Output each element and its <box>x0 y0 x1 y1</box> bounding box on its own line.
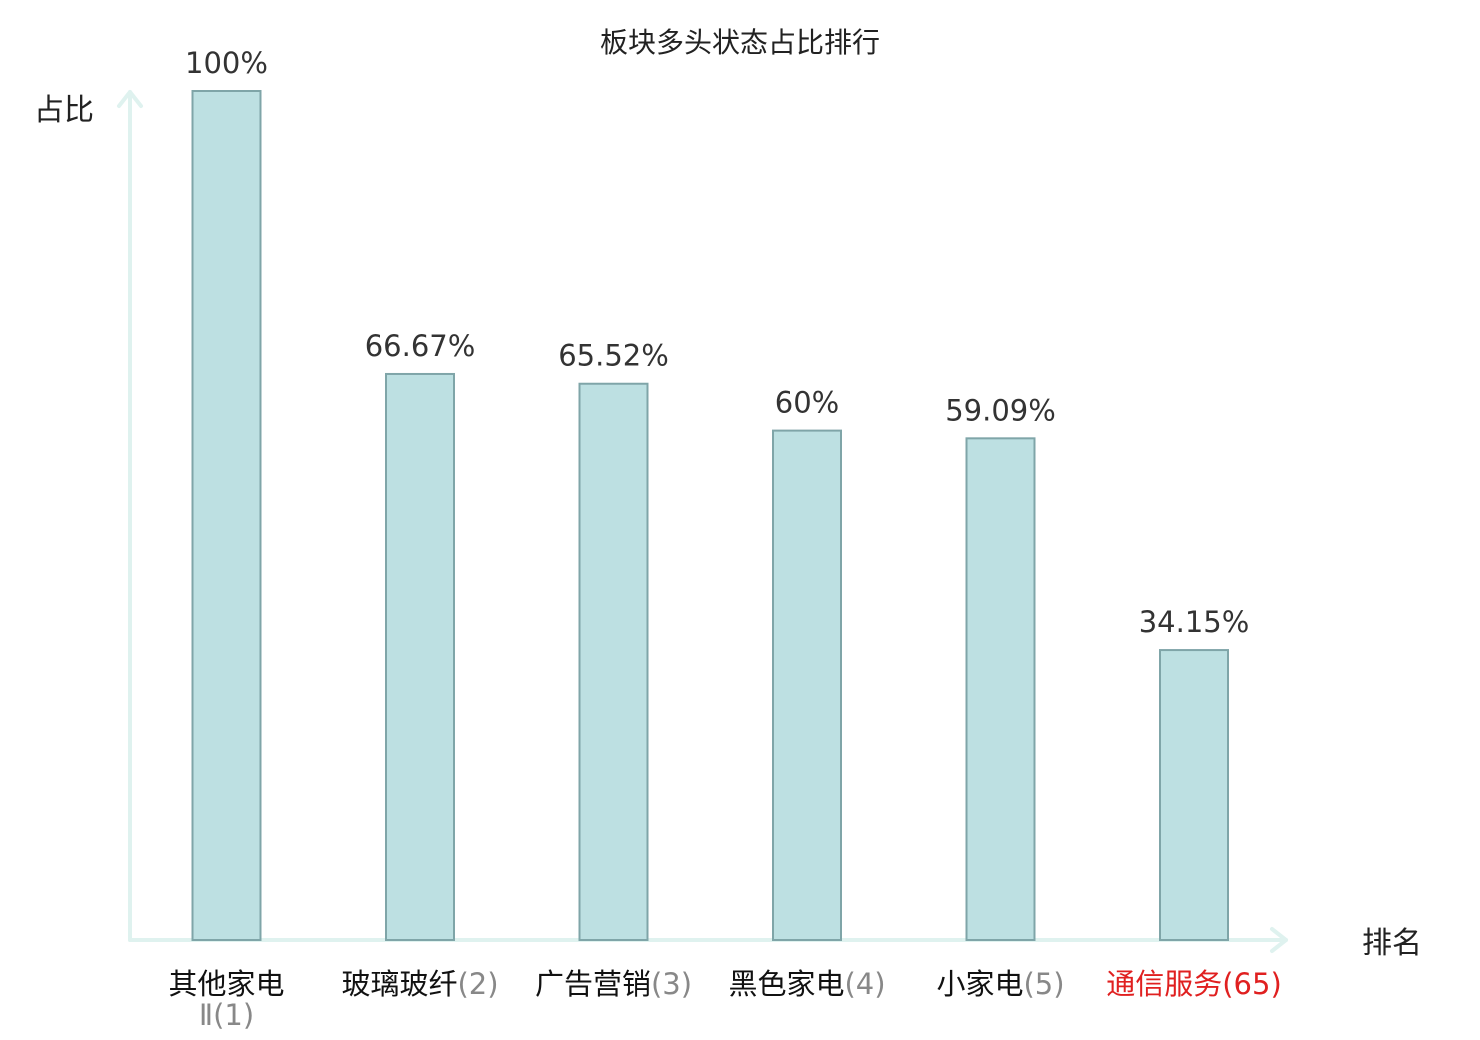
category-rank: Ⅱ(1) <box>199 998 254 1032</box>
category-name: 其他家电 <box>168 967 284 1001</box>
category-rank: (5) <box>1023 967 1064 1001</box>
category-name: 通信服务 <box>1106 967 1222 1001</box>
x-tick-label: 广告营销(3) <box>535 967 692 1001</box>
data-label: 100% <box>185 46 268 80</box>
y-axis-label: 占比 <box>34 93 94 128</box>
data-label: 34.15% <box>1139 605 1250 639</box>
x-tick-label: 通信服务(65) <box>1106 967 1282 1001</box>
x-axis-label: 排名 <box>1362 926 1422 961</box>
x-axis <box>128 927 1288 953</box>
bar <box>1159 649 1229 942</box>
category-rank: (2) <box>457 967 498 1001</box>
bar <box>385 372 455 942</box>
chart-title: 板块多头状态占比排行 <box>600 26 880 59</box>
data-label: 59.09% <box>945 393 1056 427</box>
category-rank: (4) <box>844 967 885 1001</box>
category-name: 小家电 <box>936 967 1023 1001</box>
category-name: 玻璃玻纤 <box>341 967 457 1001</box>
category-rank: (65) <box>1222 967 1282 1001</box>
bar <box>965 437 1036 941</box>
x-tick-label: 黑色家电(4) <box>728 967 885 1001</box>
category-rank: (3) <box>651 967 692 1001</box>
category-name: 广告营销 <box>535 967 651 1001</box>
category-name: 黑色家电 <box>728 967 844 1001</box>
bar <box>191 90 262 941</box>
data-label: 60% <box>775 386 839 420</box>
x-tick-label: 其他家电 <box>168 967 284 1001</box>
y-axis <box>117 90 143 942</box>
bar-series <box>191 90 1229 942</box>
data-label: 66.67% <box>365 329 476 363</box>
data-labels: 100% 66.67% 65.52% 60% 59.09% 34.15% <box>185 46 1249 639</box>
bar <box>578 382 649 941</box>
data-label: 65.52% <box>558 339 669 373</box>
x-tick-label: 小家电(5) <box>936 967 1064 1001</box>
x-tick-label: 玻璃玻纤(2) <box>341 967 498 1001</box>
bar <box>772 429 842 941</box>
